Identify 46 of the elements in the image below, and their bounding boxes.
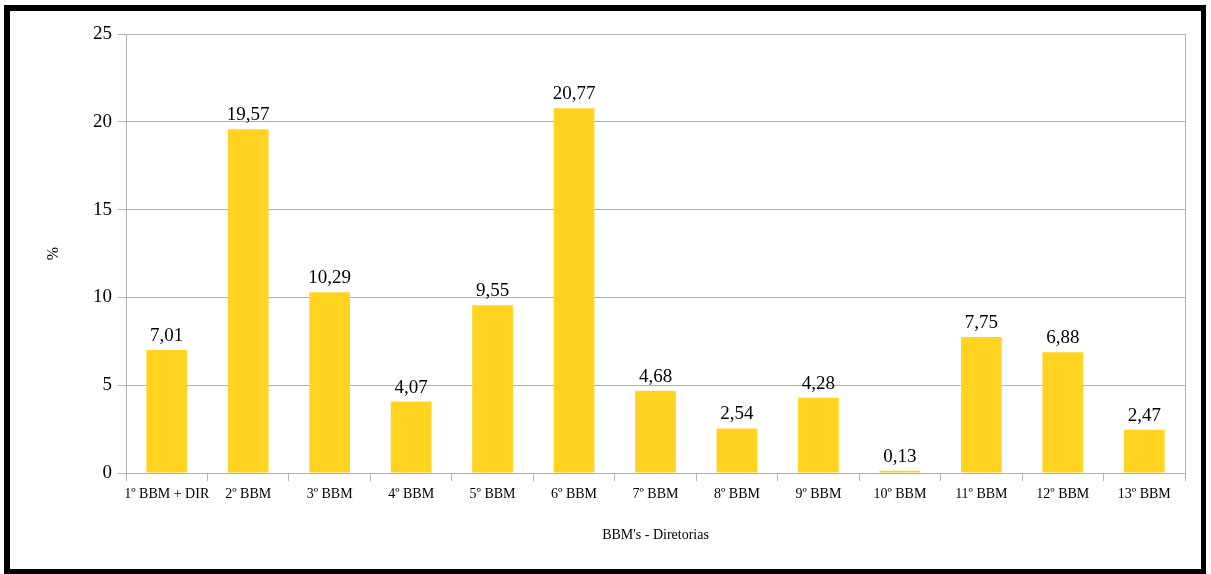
- bar: [146, 349, 188, 473]
- x-tick-label: 7º BBM: [632, 486, 680, 502]
- bar: [1123, 429, 1165, 473]
- bar: [960, 336, 1002, 473]
- y-tick-label: 20: [93, 109, 112, 131]
- x-tick-label: 8º BBM: [713, 486, 761, 502]
- y-tick-label: 0: [102, 460, 112, 482]
- data-label: 19,57: [226, 103, 270, 125]
- data-label: 2,54: [720, 402, 755, 424]
- bar: [716, 428, 758, 473]
- x-tick-label: 1º BBM + DIR: [124, 486, 210, 502]
- data-label: 4,28: [801, 371, 836, 393]
- x-tick-label: 3º BBM: [306, 486, 354, 502]
- x-axis-title: BBM's - Diretorias: [602, 527, 709, 543]
- data-label: 7,01: [150, 323, 184, 345]
- data-label: 7,75: [964, 310, 998, 332]
- bar: [798, 397, 839, 473]
- x-tick-label: 12º BBM: [1036, 486, 1090, 502]
- bar: [1042, 352, 1084, 473]
- y-tick-label: 15: [93, 197, 112, 219]
- data-label: 4,07: [394, 375, 428, 397]
- data-label: 6,88: [1046, 326, 1080, 348]
- y-axis-title: %: [43, 246, 61, 261]
- x-tick-label: 4º BBM: [388, 486, 435, 502]
- x-tick-label: 5º BBM: [469, 486, 517, 502]
- data-label: 10,29: [308, 266, 352, 288]
- bar: [635, 390, 676, 473]
- bar: [227, 129, 269, 473]
- data-label: 2,47: [1127, 403, 1161, 425]
- x-tick-label: 11º BBM: [955, 486, 1009, 502]
- x-tick-label: 10º BBM: [873, 486, 927, 502]
- x-tick-label: 2º BBM: [225, 486, 272, 502]
- y-tick-label: 25: [93, 21, 112, 43]
- bar: [472, 305, 513, 473]
- x-tick-label: 13º BBM: [1117, 486, 1172, 502]
- data-label: 9,55: [475, 279, 510, 301]
- data-label: 0,13: [883, 444, 917, 466]
- bar: [553, 108, 595, 473]
- bar: [309, 292, 351, 473]
- data-label: 20,77: [552, 82, 596, 104]
- x-tick-label: 6º BBM: [551, 486, 598, 502]
- y-tick-label: 5: [102, 373, 112, 395]
- data-label: 4,68: [638, 364, 673, 386]
- y-tick-label: 10: [93, 285, 112, 307]
- x-tick-label: 9º BBM: [795, 486, 842, 502]
- bar: [390, 401, 432, 473]
